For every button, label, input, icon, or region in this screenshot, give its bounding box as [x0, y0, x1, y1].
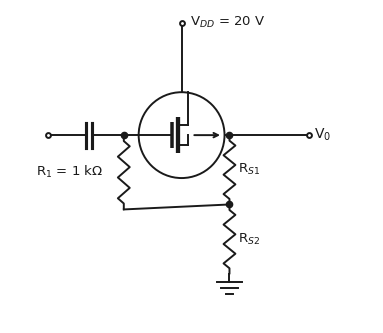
Text: R$_{S1}$: R$_{S1}$: [238, 162, 260, 177]
Text: V$_0$: V$_0$: [314, 127, 331, 143]
Text: V$_{DD}$ = 20 V: V$_{DD}$ = 20 V: [190, 15, 265, 30]
Text: R$_{S2}$: R$_{S2}$: [238, 231, 260, 247]
Text: R$_1$ = 1 kΩ: R$_1$ = 1 kΩ: [36, 164, 103, 180]
